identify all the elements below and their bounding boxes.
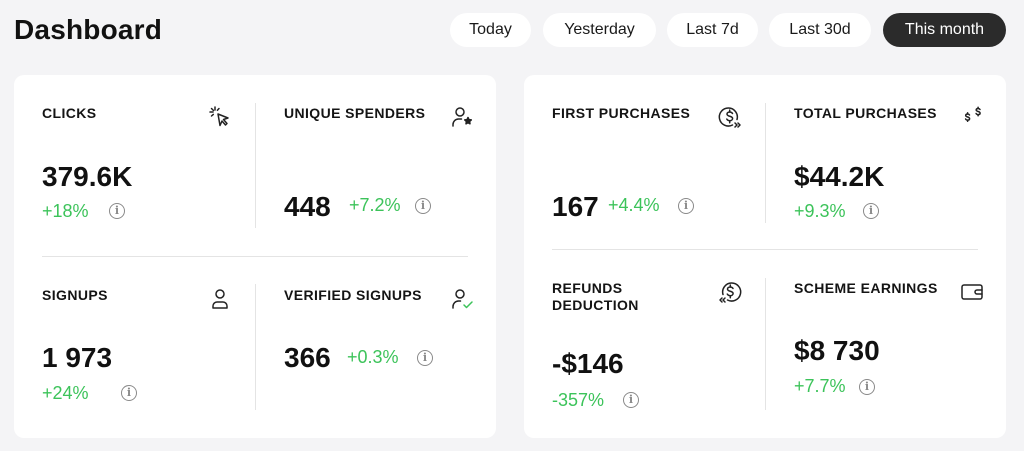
metric-change: +24%: [42, 383, 89, 403]
range-last-30d[interactable]: Last 30d: [769, 13, 871, 47]
metric-label: TOTAL PURCHASES: [794, 105, 937, 121]
metrics-panel-users: CLICKS 379.6K +18% i UNIQUE SPENDERS 448…: [14, 75, 496, 438]
metric-value: 167: [552, 191, 599, 222]
metric-card-clicks[interactable]: CLICKS 379.6K +18% i: [42, 105, 242, 225]
metric-value: $44.2K: [794, 161, 885, 192]
coin-back-icon: [718, 280, 742, 304]
info-icon[interactable]: i: [863, 203, 879, 219]
user-check-icon: [450, 287, 474, 311]
cursor-click-icon: [208, 105, 232, 129]
divider: [765, 103, 766, 223]
range-today[interactable]: Today: [450, 13, 531, 47]
metric-change: -357%: [552, 390, 605, 410]
metric-label: FIRST PURCHASES: [552, 105, 691, 121]
metric-change: +4.4%: [608, 195, 660, 215]
user-star-icon: [450, 105, 474, 129]
range-this-month[interactable]: This month: [883, 13, 1006, 47]
info-icon[interactable]: i: [415, 198, 431, 214]
metric-change: +0.3%: [347, 347, 399, 367]
metric-label: CLICKS: [42, 105, 97, 121]
metric-label: SCHEME EARNINGS: [794, 280, 938, 296]
info-icon[interactable]: i: [417, 350, 433, 366]
metric-card-verified-signups[interactable]: VERIFIED SIGNUPS 366 +0.3% i: [284, 287, 484, 412]
range-yesterday[interactable]: Yesterday: [543, 13, 656, 47]
metric-change: +18%: [42, 201, 89, 221]
metric-card-total-purchases[interactable]: TOTAL PURCHASES $44.2K +9.3% i: [794, 105, 994, 225]
metric-change: +7.7%: [794, 376, 846, 396]
info-icon[interactable]: i: [109, 203, 125, 219]
divider: [765, 278, 766, 410]
info-icon[interactable]: i: [121, 385, 137, 401]
divider: [42, 256, 468, 257]
user-icon: [208, 287, 232, 311]
metric-value: -$146: [552, 348, 624, 379]
metric-value: 379.6K: [42, 161, 133, 192]
metric-value: 1 973: [42, 342, 113, 373]
divider: [255, 103, 256, 228]
metrics-panel-purchases: FIRST PURCHASES 167 +4.4% i TOTAL PURCHA…: [524, 75, 1006, 438]
metric-value: 448: [284, 191, 331, 222]
dollars-icon: [960, 105, 984, 129]
metric-label: REFUNDS DEDUCTION: [552, 280, 639, 313]
page-title: Dashboard: [14, 14, 163, 45]
metric-label: VERIFIED SIGNUPS: [284, 287, 422, 303]
range-last-7d[interactable]: Last 7d: [667, 13, 758, 47]
metric-card-signups[interactable]: SIGNUPS 1 973 +24% i: [42, 287, 242, 412]
coin-forward-icon: [718, 105, 742, 129]
wallet-icon: [960, 280, 984, 304]
metric-label: SIGNUPS: [42, 287, 108, 303]
info-icon[interactable]: i: [678, 198, 694, 214]
info-icon[interactable]: i: [623, 392, 639, 408]
info-icon[interactable]: i: [859, 379, 875, 395]
metric-value: $8 730: [794, 335, 880, 366]
metric-card-unique-spenders[interactable]: UNIQUE SPENDERS 448 +7.2% i: [284, 105, 484, 225]
metric-label: UNIQUE SPENDERS: [284, 105, 426, 121]
metric-card-refunds-deduction[interactable]: REFUNDS DEDUCTION -$146 -357% i: [552, 280, 752, 410]
metric-change: +9.3%: [794, 201, 846, 221]
divider: [552, 249, 978, 250]
metric-card-first-purchases[interactable]: FIRST PURCHASES 167 +4.4% i: [552, 105, 752, 225]
metric-card-scheme-earnings[interactable]: SCHEME EARNINGS $8 730 +7.7% i: [794, 280, 994, 410]
metric-change: +7.2%: [349, 195, 401, 215]
metric-value: 366: [284, 342, 331, 373]
divider: [255, 284, 256, 410]
